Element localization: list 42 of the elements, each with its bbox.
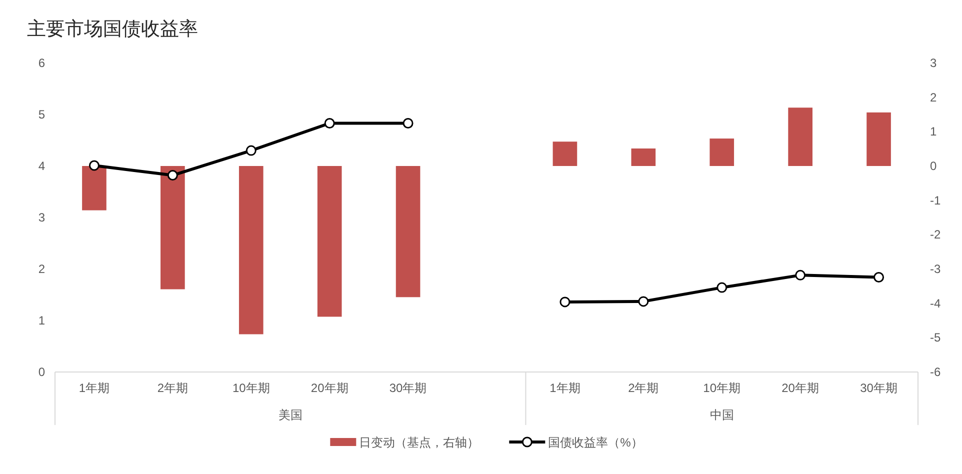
point — [167, 170, 178, 181]
x-tick-label: 20年期 — [310, 381, 348, 395]
point — [560, 296, 570, 308]
legend-label: 国债收益率（%） — [548, 436, 643, 450]
x-tick-label: 10年期 — [703, 381, 741, 395]
x-tick-label: 1年期 — [78, 381, 110, 395]
text: 中国 — [710, 408, 734, 422]
x-tick-label: 10年期 — [232, 381, 270, 395]
y2-tick-label: -1 — [930, 193, 941, 208]
x-tick-label: 2年期 — [628, 381, 659, 395]
text: 美国 — [278, 408, 302, 422]
y2-tick-label: -3 — [930, 262, 941, 276]
y2-tick-label: 3 — [930, 56, 937, 70]
y2-tick-label: -6 — [930, 365, 941, 379]
y2-tick-label: -2 — [930, 228, 941, 242]
y-tick-label: 2 — [38, 262, 46, 276]
y-tick-label: 5 — [38, 108, 46, 122]
y2-tick-label: -5 — [930, 330, 941, 345]
x-tick-label: 30年期 — [860, 381, 898, 395]
point — [246, 145, 256, 156]
y2-tick-label: 0 — [930, 159, 937, 173]
title: 主要市场国债收益率 — [27, 19, 198, 40]
legend-label: 日变动（基点，右轴） — [359, 436, 480, 450]
y-tick-label: 0 — [38, 365, 46, 379]
y2-tick-label: 2 — [930, 90, 937, 104]
y-tick-label: 3 — [38, 210, 46, 224]
point — [874, 272, 884, 282]
y2-tick-label: -4 — [930, 296, 941, 310]
x-tick-label: 20年期 — [782, 381, 819, 395]
y-tick-label: 4 — [38, 159, 46, 173]
point — [716, 282, 728, 293]
y-tick-label: 6 — [38, 56, 46, 70]
y2-tick-label: 1 — [930, 124, 937, 139]
point — [88, 160, 100, 171]
point — [795, 270, 806, 280]
point — [324, 118, 335, 129]
point — [638, 296, 649, 307]
x-tick-label: 1年期 — [550, 381, 580, 395]
point — [402, 118, 414, 129]
y-tick-label: 1 — [38, 314, 46, 328]
x-tick-label: 2年期 — [157, 381, 188, 395]
x-tick-label: 30年期 — [389, 381, 427, 395]
